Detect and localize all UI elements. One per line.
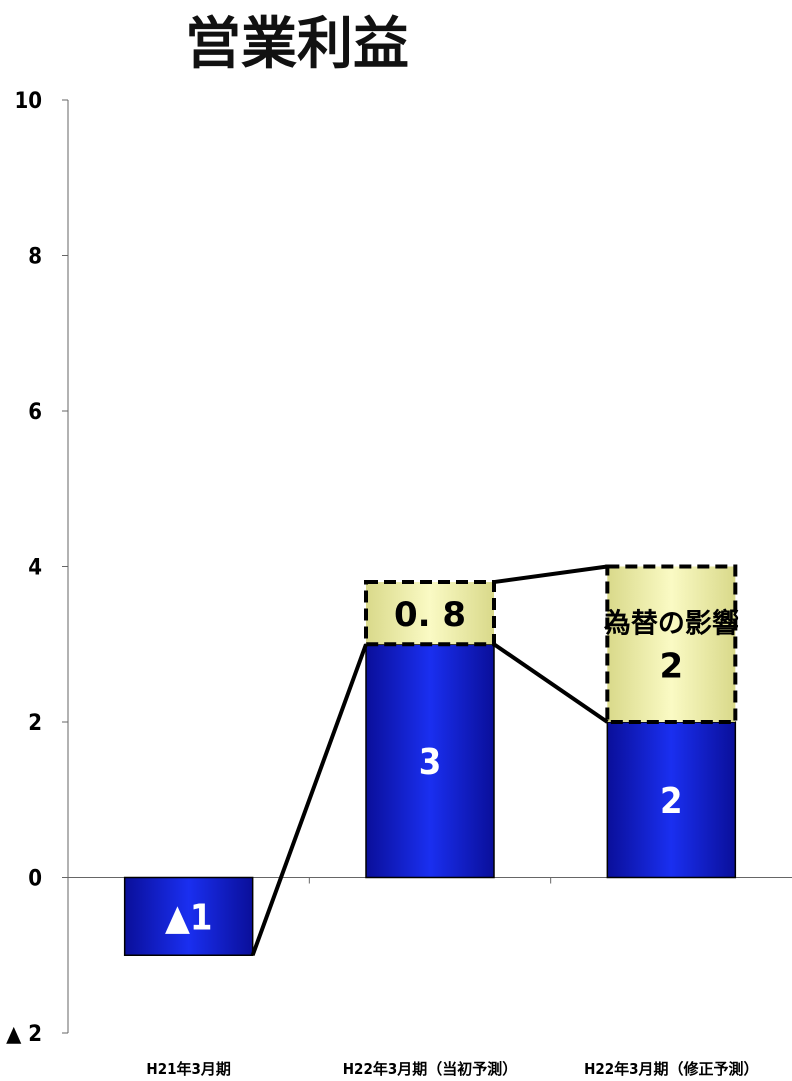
bar-operating-profit	[365, 643, 495, 879]
label-layer: ▲1 3 2 0. 8 為替の影響 2	[165, 595, 739, 938]
fx-value-label: 0. 8	[394, 595, 466, 635]
y-tick-label: 8	[28, 245, 42, 270]
y-tick-label: ▲ 2	[6, 1022, 42, 1047]
bar-value-label: 2	[660, 781, 683, 822]
y-tick-label: 6	[28, 400, 42, 425]
fx-value-label: 2	[659, 646, 683, 686]
bar-value-label: 3	[419, 742, 442, 783]
connector-line	[492, 642, 609, 724]
y-tick-label: 0	[28, 867, 42, 892]
bar-value-label: ▲1	[165, 897, 212, 938]
x-category-label: H22年3月期（修正予測）	[584, 1060, 758, 1078]
x-category-label: H21年3月期	[146, 1060, 230, 1078]
y-tick-label: 10	[14, 89, 42, 114]
bar-fx-impact	[605, 564, 738, 724]
chart-title: 営業利益	[185, 12, 409, 77]
bar-operating-profit	[123, 876, 254, 956]
connector-line	[250, 643, 368, 956]
fx-impact-caption: 為替の影響	[604, 607, 739, 639]
y-tick-label: 4	[28, 556, 42, 581]
x-category-label: H22年3月期（当初予測）	[343, 1060, 517, 1078]
bar-layer	[123, 564, 738, 956]
bar-fx-impact	[364, 580, 496, 647]
connector-lines	[250, 564, 609, 956]
connector-line	[493, 564, 608, 585]
y-tick-label: 2	[28, 711, 42, 736]
